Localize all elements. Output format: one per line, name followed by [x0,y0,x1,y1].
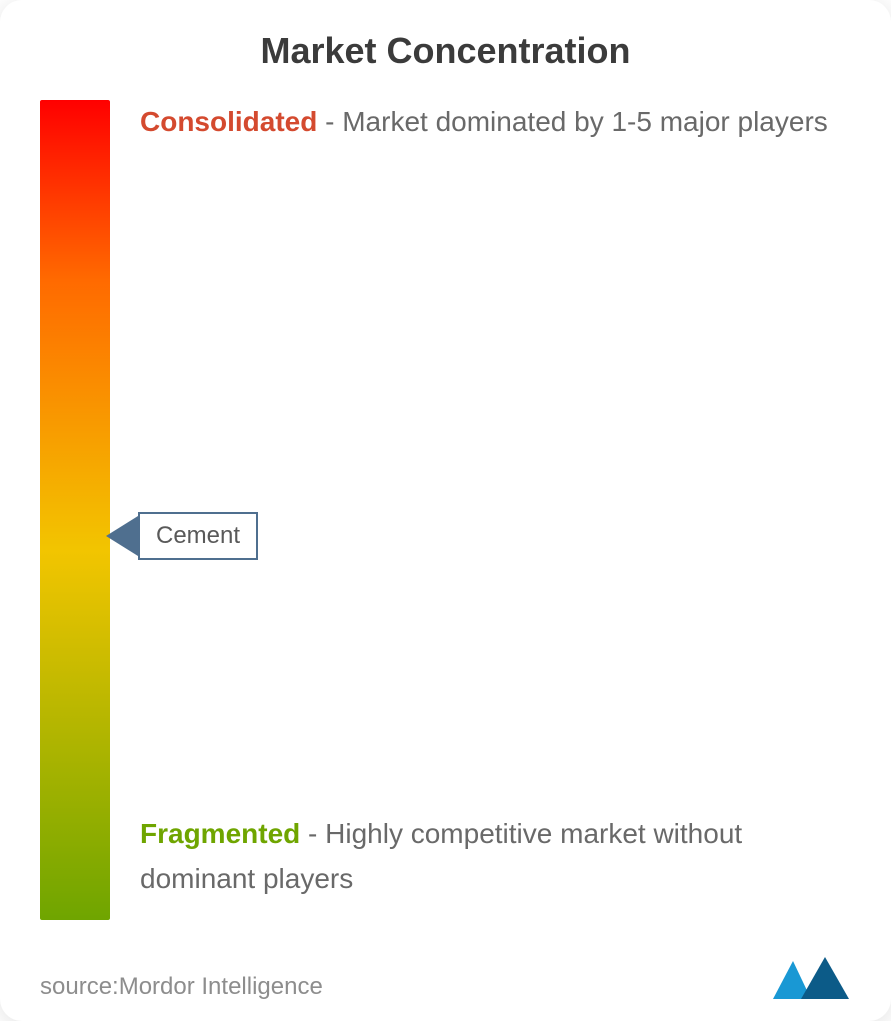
market-card: Market Concentration Consolidated - Mark… [0,0,891,1021]
market-pointer: cement [106,512,258,560]
source-label: source:Mordor Intelligence [40,973,323,1001]
consolidated-lead: Consolidated [140,106,317,137]
fragmented-description: Fragmented - Highly competitive market w… [140,812,831,902]
card-title: Market Concentration [40,30,851,72]
mordor-logo-icon [771,955,851,1001]
footer-row: source:Mordor Intelligence [40,955,851,1001]
consolidated-description: Consolidated - Market dominated by 1-5 m… [140,100,831,145]
main-content-row: Consolidated - Market dominated by 1-5 m… [40,100,851,935]
consolidated-rest: - Market dominated by 1-5 major players [325,106,828,137]
descriptions-column: Consolidated - Market dominated by 1-5 m… [140,100,851,920]
concentration-gradient-bar [40,100,110,920]
pointer-label: cement [138,512,258,560]
logo-right-path [801,957,849,999]
arrow-left-icon [106,516,138,556]
fragmented-lead: Fragmented [140,818,300,849]
